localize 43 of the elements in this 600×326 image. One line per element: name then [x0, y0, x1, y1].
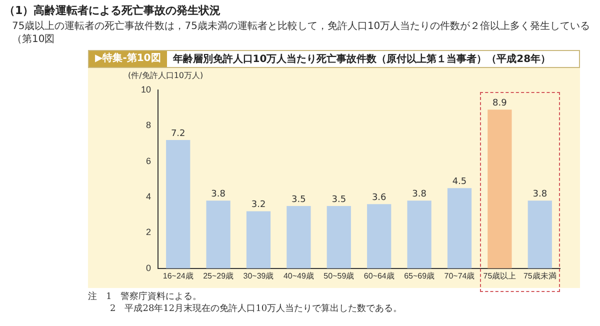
- y-tick-label: 0: [146, 262, 152, 273]
- x-tick-label: 40~49歳: [283, 271, 314, 280]
- bar: [166, 140, 190, 268]
- bar: [206, 200, 230, 268]
- y-tick-label: 6: [146, 156, 152, 166]
- x-tick-label: 75歳未満: [523, 271, 556, 280]
- x-tick-label: 16~24歳: [162, 271, 194, 280]
- chart-title: 年齢層別免許人口10万人当たり死亡事故件数（原付以上第１当事者）（平成28年）: [172, 52, 551, 66]
- data-label: 3.5: [292, 194, 306, 205]
- x-tick-label: 25~29歳: [203, 271, 234, 280]
- y-tick-label: 2: [146, 227, 152, 238]
- data-label: 4.5: [452, 176, 467, 187]
- chart-subtitle: ▶特集-第10図: [89, 51, 167, 67]
- y-axis-title: (件/免許人口10万人): [128, 71, 204, 80]
- bar: [246, 211, 271, 268]
- y-tick-label: 10: [140, 84, 152, 94]
- bar: [447, 188, 472, 268]
- bar: [407, 200, 432, 268]
- data-label: 3.5: [332, 194, 346, 205]
- x-tick-label: 30~39歳: [243, 271, 274, 280]
- bar: [326, 206, 351, 268]
- x-tick-label: 60~64歳: [364, 271, 394, 280]
- text: 注 1 警察庁資料による。: [88, 291, 203, 303]
- text: 2 平成28年12月末現在の免許人口10万人当たりで算出した数である。: [109, 303, 402, 315]
- data-label: 3.2: [251, 200, 266, 210]
- x-tick-label: 75歳以上: [483, 271, 516, 280]
- data-label: 3.8: [412, 189, 427, 200]
- y-tick-label: 4: [146, 192, 152, 202]
- data-label: 8.9: [492, 98, 508, 108]
- bar: [528, 200, 552, 268]
- data-label: 7.2: [170, 128, 186, 139]
- data-label: 3.6: [372, 193, 387, 204]
- x-tick-label: 70~74歳: [444, 271, 475, 280]
- bar: [488, 110, 512, 268]
- bar: [286, 206, 311, 268]
- text: 75歳以上の運転者の死亡事故件数は，75歳未満の運転者と比較して，免許人口10万人当たりの件数が２倍以上多く発生している（第10図: [12, 20, 592, 46]
- data-label: 3.8: [211, 189, 226, 200]
- text: （1）高齢運転者による死亡事故の発生状況: [4, 3, 221, 18]
- data-label: 3.8: [532, 189, 548, 200]
- bar: [367, 204, 392, 268]
- y-tick-label: 8: [146, 120, 152, 130]
- x-tick-label: 65~69歳: [404, 271, 435, 280]
- x-tick-label: 50~59歳: [324, 271, 354, 280]
